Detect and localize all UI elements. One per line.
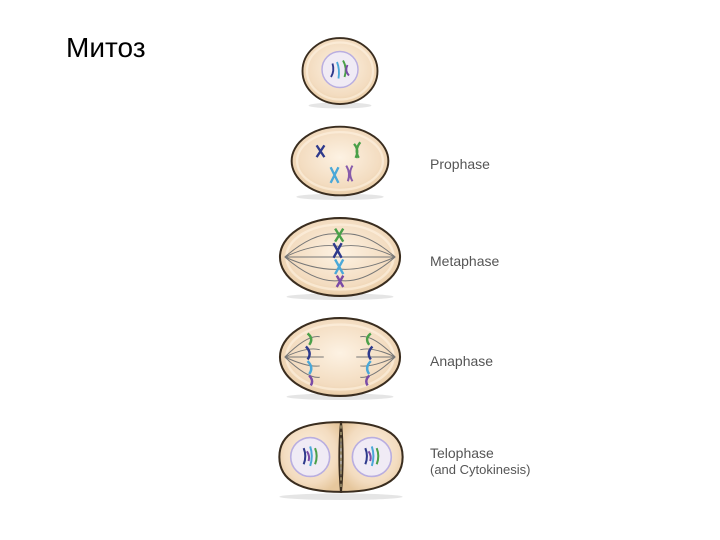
metaphase-label: Metaphase — [430, 253, 499, 269]
stage-prophase — [285, 122, 395, 200]
telophase-label: Telophase — [430, 445, 494, 461]
telophase-sublabel: (and Cytokinesis) — [430, 462, 530, 477]
page-title: Митоз — [66, 32, 146, 64]
stage-anaphase — [275, 314, 405, 400]
stage-interphase — [295, 32, 385, 110]
prophase-label: Prophase — [430, 156, 490, 172]
stage-metaphase — [275, 214, 405, 300]
stage-telophase — [268, 414, 414, 500]
anaphase-label: Anaphase — [430, 353, 493, 369]
